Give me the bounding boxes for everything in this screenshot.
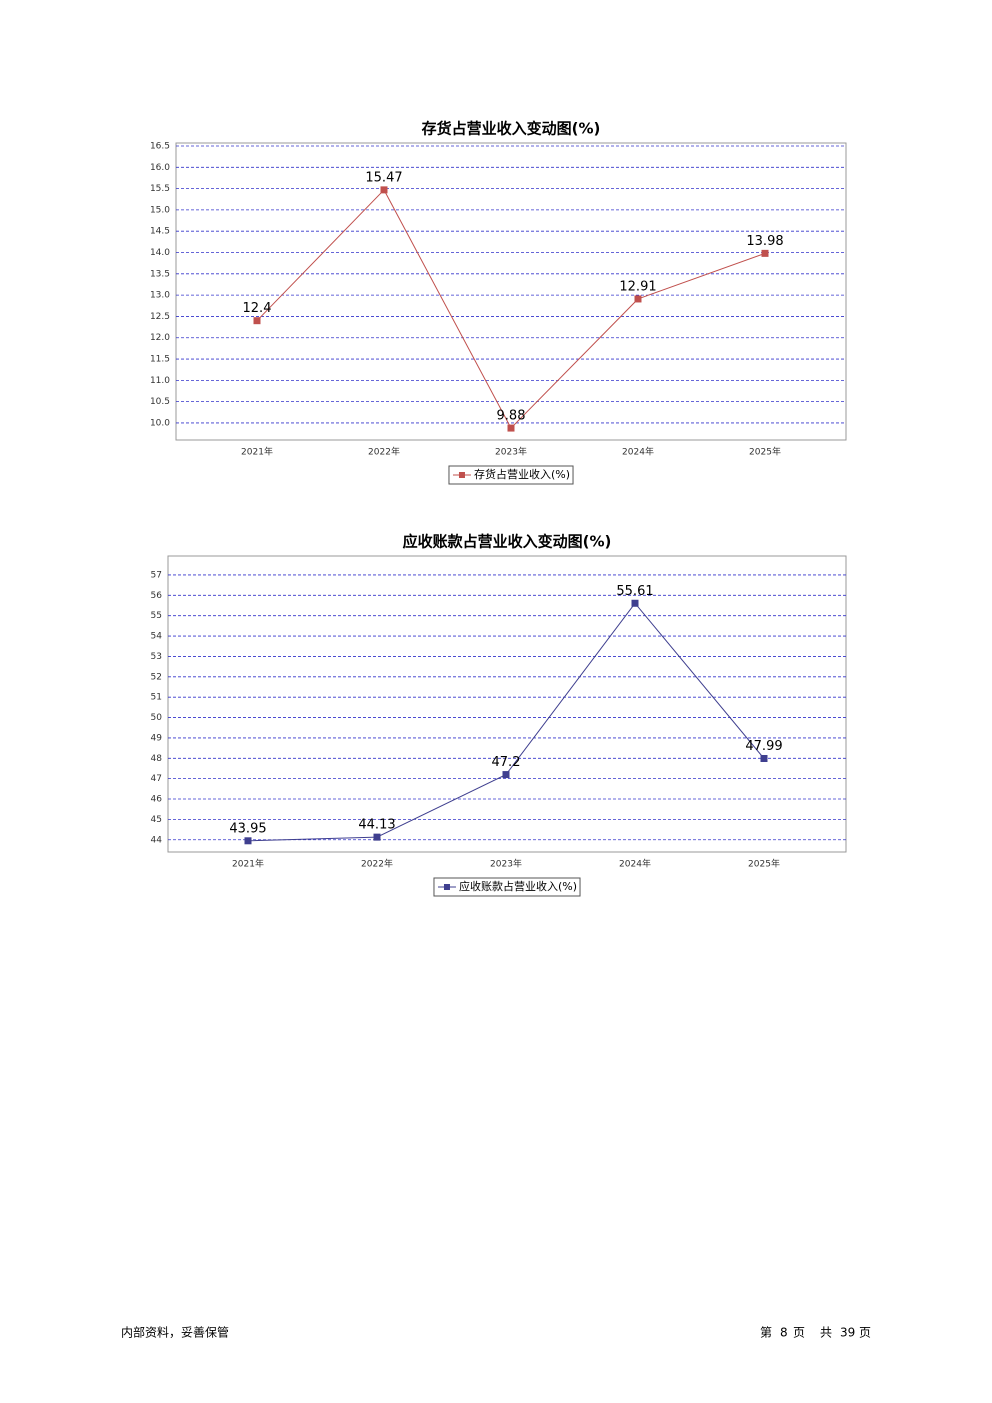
- y-tick-label: 53: [151, 652, 162, 662]
- y-tick-label: 16.0: [150, 163, 170, 173]
- point-marker: [761, 249, 769, 257]
- legend-label: 存货占营业收入(%): [474, 467, 570, 481]
- footer-page: 39: [840, 1326, 855, 1340]
- point-marker: [760, 754, 768, 762]
- legend-box: [433, 877, 581, 897]
- y-tick-label: 15.0: [150, 205, 170, 215]
- footer-page: 共: [820, 1326, 832, 1340]
- footer-page: 页: [793, 1326, 805, 1340]
- point-marker: [380, 186, 388, 194]
- y-tick-label: 46: [151, 795, 163, 805]
- y-tick-label: 11.0: [150, 376, 170, 386]
- value-label: 47.99: [745, 739, 782, 754]
- y-tick-label: 10.0: [150, 418, 170, 428]
- y-tick-label: 57: [151, 570, 162, 580]
- point-marker: [631, 599, 639, 607]
- x-tick-label: 2025年: [749, 446, 781, 458]
- legend-label: 应收账款占营业收入(%): [459, 879, 577, 893]
- y-tick-label: 51: [151, 693, 162, 703]
- y-tick-label: 49: [151, 733, 163, 743]
- x-tick-label: 2022年: [368, 446, 400, 458]
- value-label: 9.88: [497, 409, 526, 424]
- y-tick-label: 14.0: [150, 248, 170, 258]
- legend-marker: [458, 472, 465, 478]
- footer-page: 页: [859, 1326, 871, 1340]
- point-marker: [373, 833, 381, 841]
- y-tick-label: 15.5: [150, 184, 170, 194]
- footer-page: 第: [760, 1326, 772, 1340]
- y-tick-label: 47: [151, 774, 162, 784]
- y-tick-label: 54: [151, 632, 163, 642]
- x-tick-label: 2024年: [622, 446, 654, 458]
- y-tick-label: 14.5: [150, 227, 170, 237]
- y-tick-label: 55: [151, 611, 162, 621]
- x-tick-label: 2025年: [748, 858, 780, 870]
- chart-title: 应收账款占营业收入变动图(%): [403, 533, 612, 551]
- y-tick-label: 56: [151, 591, 163, 601]
- value-label: 12.4: [243, 301, 272, 316]
- x-tick-label: 2021年: [241, 446, 273, 458]
- legend-box: [448, 465, 574, 485]
- y-tick-label: 13.5: [150, 269, 170, 279]
- y-tick-label: 16.5: [150, 141, 170, 151]
- footer-left: 内部资料，妥善保管: [121, 1325, 229, 1340]
- value-label: 13.98: [746, 234, 783, 249]
- footer-page: 8: [780, 1326, 788, 1340]
- series-line: [247, 602, 765, 842]
- y-tick-label: 50: [151, 713, 163, 723]
- x-tick-label: 2024年: [619, 858, 651, 870]
- y-tick-label: 10.5: [150, 397, 170, 407]
- point-marker: [244, 837, 252, 845]
- value-label: 47.2: [492, 755, 521, 770]
- y-tick-label: 13.0: [150, 291, 170, 301]
- point-marker: [253, 317, 261, 325]
- y-tick-label: 52: [151, 672, 162, 682]
- y-tick-label: 12.5: [150, 312, 170, 322]
- y-tick-label: 44: [151, 835, 163, 845]
- y-tick-label: 12.0: [150, 333, 170, 343]
- x-tick-label: 2023年: [490, 858, 522, 870]
- y-tick-label: 45: [151, 815, 162, 825]
- x-tick-label: 2021年: [232, 858, 264, 870]
- legend-marker: [443, 884, 450, 890]
- x-tick-label: 2023年: [495, 446, 527, 458]
- plot-area: [175, 142, 847, 441]
- point-marker: [507, 424, 515, 432]
- plot-area: [167, 555, 847, 853]
- y-tick-label: 48: [151, 754, 163, 764]
- series-line: [256, 189, 766, 429]
- y-tick-label: 11.5: [150, 355, 170, 365]
- value-label: 44.13: [358, 818, 395, 833]
- value-label: 15.47: [365, 170, 402, 185]
- value-label: 55.61: [616, 584, 653, 599]
- x-tick-label: 2022年: [361, 858, 393, 870]
- chart-title: 存货占营业收入变动图(%): [422, 120, 601, 138]
- value-label: 43.95: [229, 821, 266, 836]
- point-marker: [502, 771, 510, 779]
- point-marker: [634, 295, 642, 303]
- value-label: 12.91: [619, 279, 656, 294]
